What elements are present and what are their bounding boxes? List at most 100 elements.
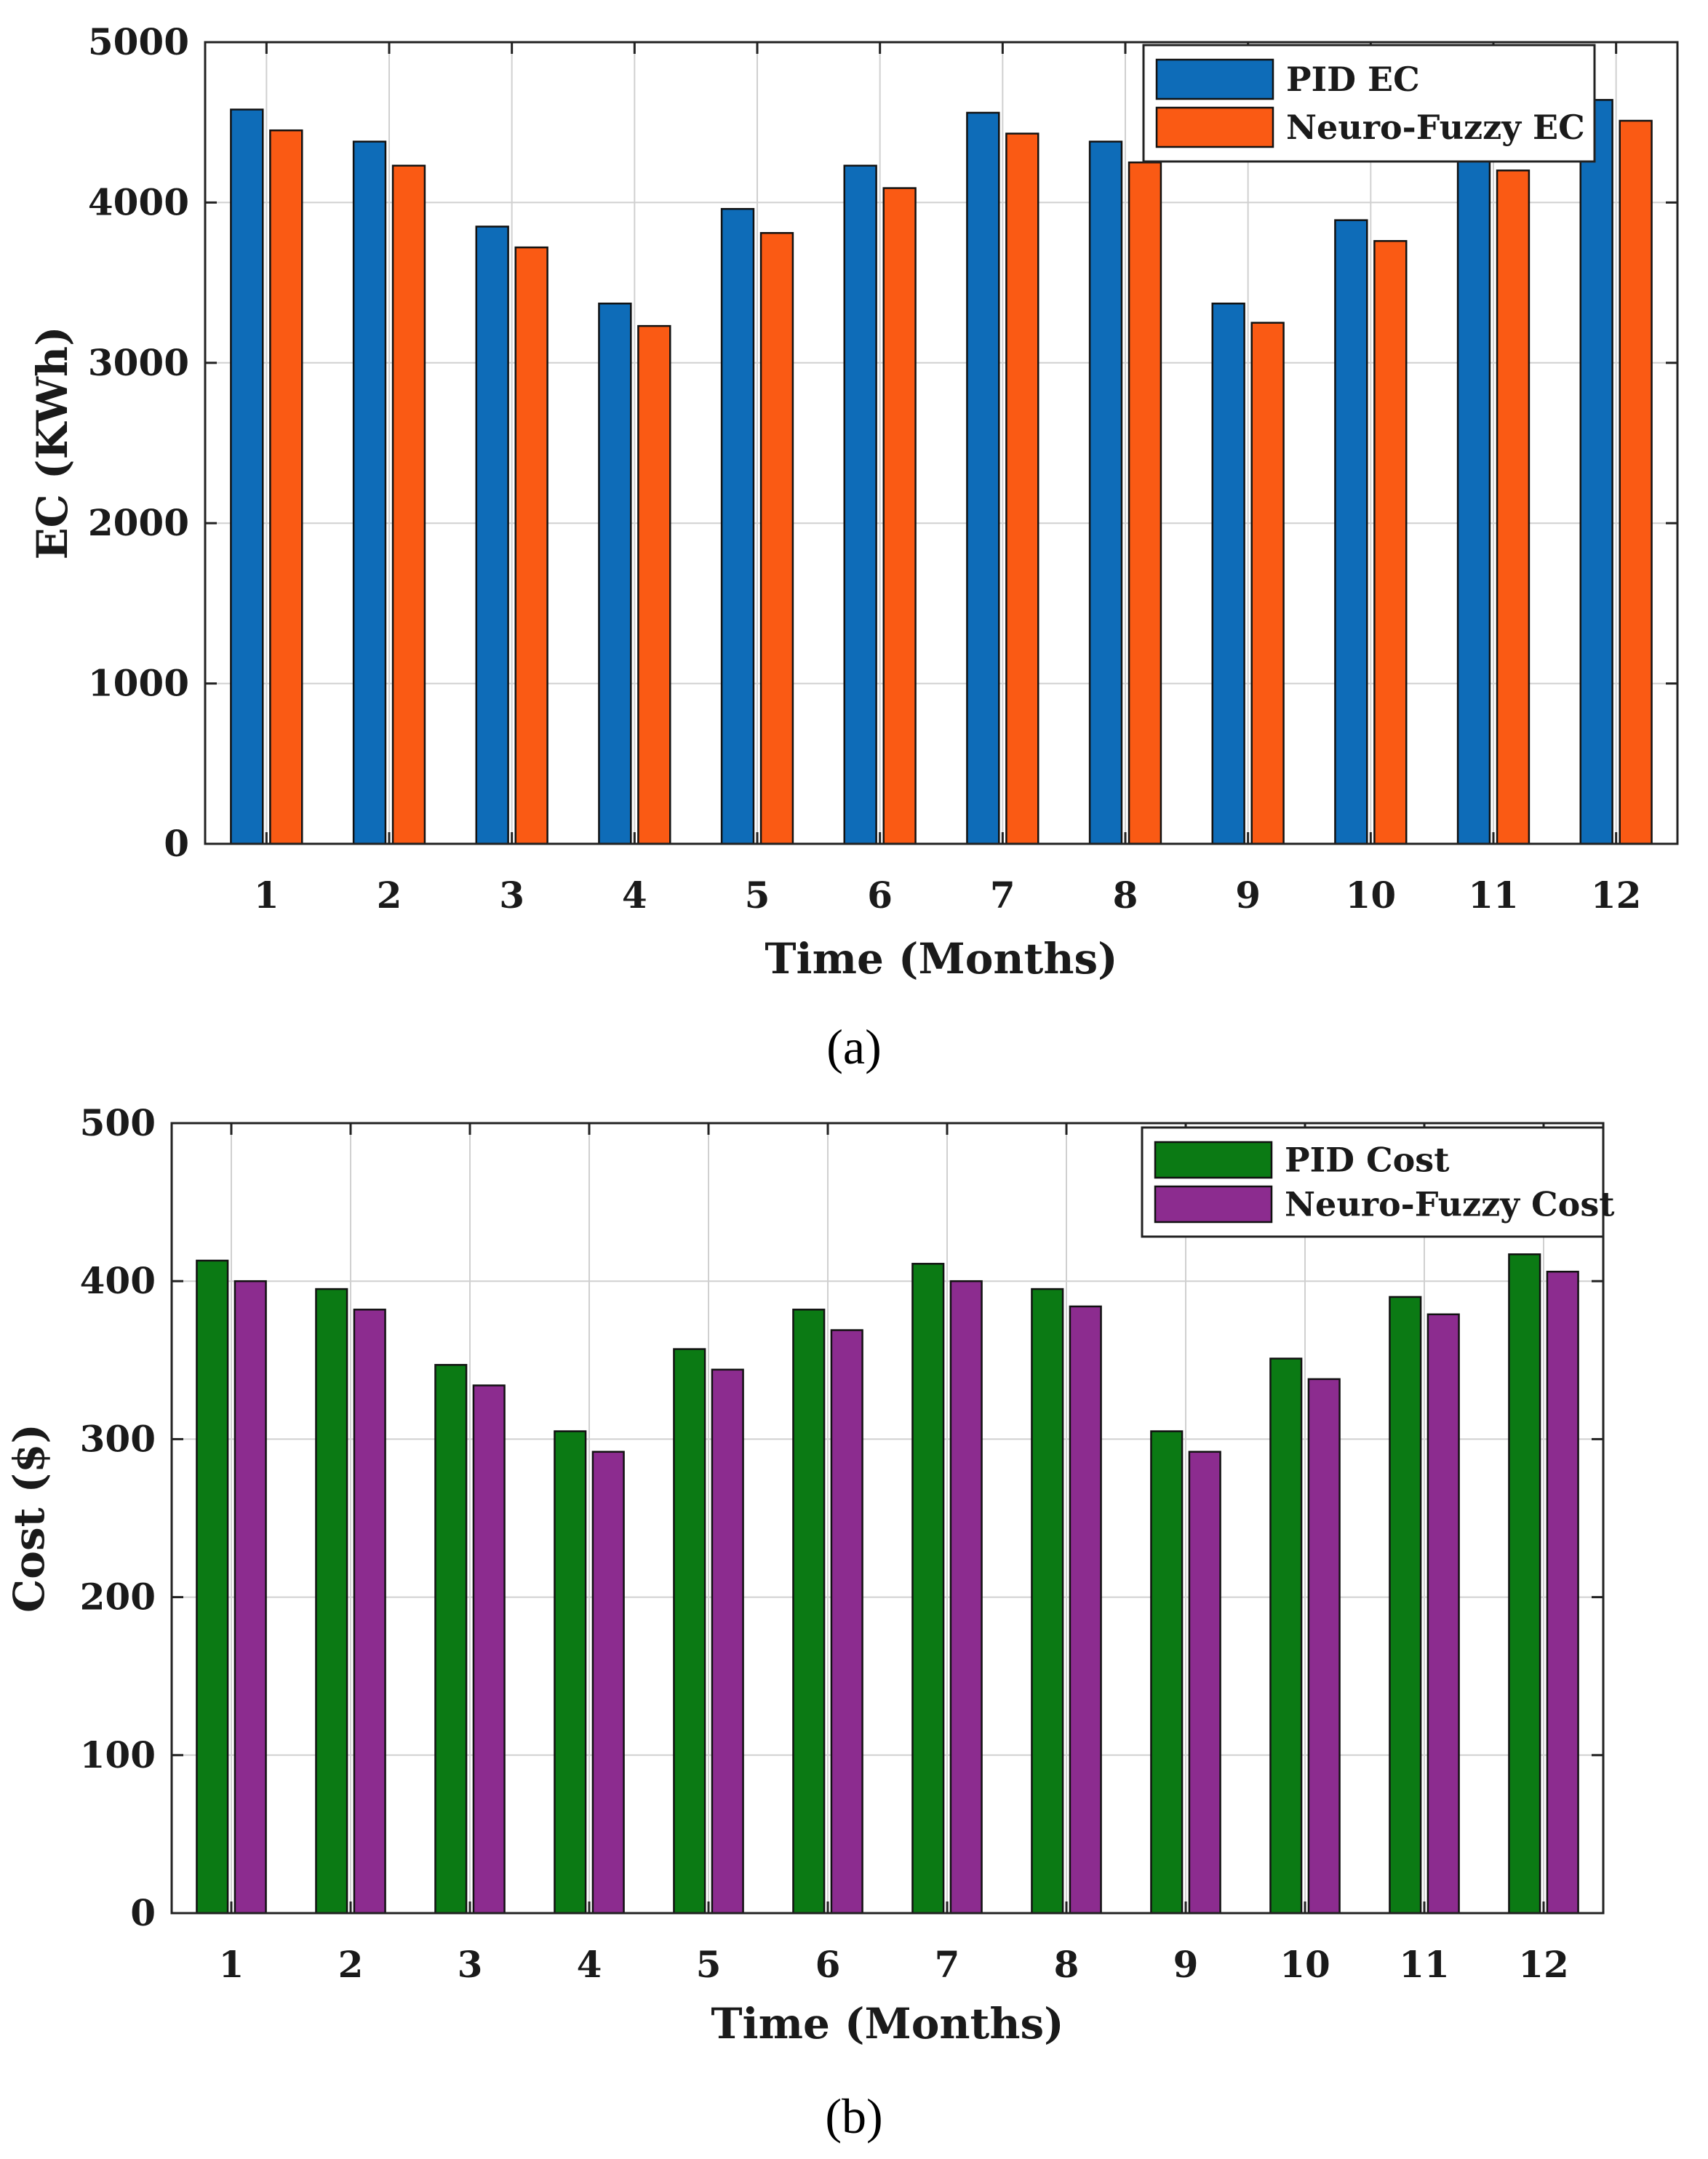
chart-b-legend-swatch-2 [1154,1185,1273,1224]
chart-a-bar-series1-11 [1456,145,1491,845]
chart-b-ytick-label: 200 [80,1576,156,1619]
chart-b-bar-series2-4 [591,1450,625,1915]
chart-a-xtick-label: 12 [1591,874,1642,917]
chart-b-ytick-label: 300 [80,1417,156,1460]
chart-b-bar-series1-11 [1389,1296,1422,1915]
chart-b-bar-series2-2 [353,1309,386,1915]
chart-a-bar-series2-7 [1005,132,1039,845]
chart-a-xtick-label: 10 [1346,874,1397,917]
chart-a-bar-series2-1 [269,129,303,845]
chart-a-legend-swatch-2 [1155,106,1274,148]
chart-a-legend-swatch-1 [1155,58,1274,100]
chart-a-bar-series2-6 [882,187,917,845]
chart-b-xtick-label: 1 [219,1943,244,1986]
chart-b-bar-series1-7 [911,1263,945,1915]
chart-a-xtick-label: 11 [1468,874,1519,917]
chart-a-xtick-label: 1 [254,874,279,917]
chart-a-ytick-label: 2000 [88,501,189,544]
chart-b-bar-series2-5 [711,1368,744,1915]
chart-b-xtick-label: 2 [338,1943,364,1986]
chart-a-ytick-label: 5000 [88,20,189,63]
chart-a-bar-series2-8 [1128,161,1162,845]
chart-b-xtick-label: 3 [458,1943,483,1986]
chart-a-bar-series1-7 [966,111,1000,845]
chart-b-ytick-label: 100 [80,1733,156,1776]
chart-b-bar-series2-11 [1426,1313,1460,1915]
chart-b-bar-series2-7 [949,1280,983,1915]
chart-a-bar-series1-5 [720,207,755,845]
chart-a-xtick-label: 5 [745,874,770,917]
chart-b-x-axis-title: Time (Months) [711,1999,1063,2048]
chart-a-legend-label-1: PID EC [1286,60,1420,99]
chart-b-xtick-label: 8 [1054,1943,1080,1986]
chart-b-bar-series1-3 [434,1364,468,1915]
chart-b-ytick-label: 500 [80,1101,156,1144]
chart-a-bar-series2-11 [1496,169,1531,845]
chart-b-xtick-label: 10 [1280,1943,1330,1986]
chart-a-ytick-label: 1000 [88,662,189,705]
chart-b-xtick-label: 4 [577,1943,602,1986]
chart-b-bar-series1-9 [1150,1430,1184,1915]
chart-b-xtick-label: 6 [815,1943,841,1986]
chart-b-bar-series2-10 [1307,1378,1341,1915]
chart-a-bar-series2-9 [1250,322,1285,845]
chart-a-bar-series1-10 [1334,219,1368,845]
chart-a-bar-series2-4 [637,324,671,845]
chart-b-bar-series1-6 [792,1309,826,1915]
chart-a-bar-series2-10 [1373,240,1408,845]
chart-a-axes-box [204,41,1679,845]
chart-b-xtick-label: 7 [935,1943,960,1986]
chart-b-bar-series1-12 [1508,1253,1541,1915]
chart-b-bar-series2-3 [472,1384,506,1915]
chart-b-xtick-label: 12 [1518,1943,1569,1986]
chart-b-bar-series1-2 [315,1288,348,1915]
chart-a-bar-series1-2 [352,140,387,845]
chart-b-panel-label: (b) [825,2088,882,2144]
chart-a-ytick-label: 0 [164,822,189,865]
chart-a-xtick-label: 7 [990,874,1015,917]
chart-b-xtick-label: 11 [1399,1943,1450,1986]
chart-a-ytick-label: 3000 [88,341,189,384]
chart-a-xtick-label: 2 [377,874,402,917]
chart-b-bar-series2-9 [1188,1450,1221,1915]
chart-b-bar-series2-8 [1069,1305,1102,1915]
chart-b-ytick-label: 0 [130,1891,156,1934]
chart-a-bar-series1-12 [1579,99,1613,845]
chart-a-x-axis-title: Time (Months) [765,934,1117,983]
chart-a-xtick-label: 8 [1113,874,1138,917]
chart-a-bar-series1-6 [843,164,877,845]
chart-b-bar-series2-1 [234,1280,267,1915]
chart-a-bar-series1-3 [475,226,509,845]
chart-b-y-axis-title: Cost ($) [4,1424,54,1613]
chart-a-bar-series2-5 [759,232,794,845]
chart-b-bar-series2-12 [1546,1270,1579,1915]
chart-a-ytick-label: 4000 [88,180,189,223]
chart-a-xtick-label: 6 [867,874,893,917]
chart-a-bar-series2-3 [514,246,548,845]
chart-a-plot-area [205,42,1677,844]
chart-b-axes-box [170,1122,1605,1915]
chart-a-panel-label: (a) [826,1019,881,1074]
chart-a-bar-series2-2 [391,164,426,845]
chart-b-legend-label-1: PID Cost [1285,1141,1450,1180]
chart-b-legend-swatch-1 [1154,1141,1273,1179]
chart-b-bar-series1-10 [1269,1357,1303,1915]
chart-a-bar-series1-4 [598,303,632,845]
chart-b-plot-area [172,1123,1603,1913]
chart-b-xtick-label: 9 [1173,1943,1199,1986]
chart-b-bar-series1-1 [196,1259,229,1915]
chart-a-xtick-label: 4 [622,874,647,917]
chart-a-bar-series1-1 [230,108,264,845]
chart-a-y-axis-title: EC (KWh) [28,326,77,559]
chart-b-bar-series1-8 [1031,1288,1064,1915]
chart-b-legend-label-2: Neuro-Fuzzy Cost [1285,1185,1615,1224]
chart-a-bar-series1-9 [1211,303,1245,845]
chart-b-xtick-label: 5 [696,1943,722,1986]
chart-a-legend-label-2: Neuro-Fuzzy EC [1286,108,1585,147]
chart-b-ytick-label: 400 [80,1259,156,1302]
chart-b-bar-series2-6 [830,1329,863,1915]
chart-a-xtick-label: 9 [1235,874,1261,917]
